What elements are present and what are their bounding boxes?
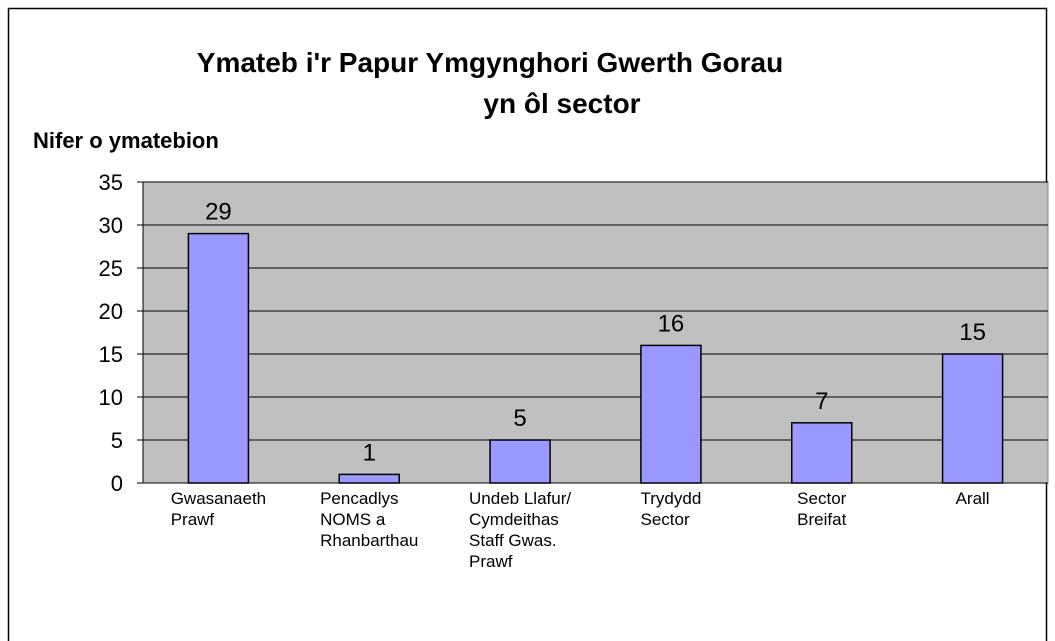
x-tick-label: Staff Gwas. (469, 531, 557, 550)
bar (187, 232, 250, 484)
y-tick-label: 10 (99, 385, 123, 410)
bar (338, 473, 400, 484)
chart-title: yn ôl sector (483, 88, 640, 119)
data-label: 7 (815, 388, 828, 415)
data-label: 16 (658, 310, 685, 337)
x-tick-label: Gwasanaeth (171, 489, 266, 508)
x-tick-label: Trydydd (641, 489, 702, 508)
x-tick-label: Prawf (171, 510, 215, 529)
x-tick-label: Pencadlys (320, 489, 398, 508)
y-tick-label: 15 (99, 342, 123, 367)
y-tick-label: 30 (99, 213, 123, 238)
y-tick-label: 35 (99, 170, 123, 195)
x-tick-label: Sector (641, 510, 690, 529)
x-tick-label: Prawf (469, 552, 513, 571)
y-tick-label: 0 (111, 471, 123, 496)
x-tick-label: Breifat (797, 510, 846, 529)
y-tick-label: 5 (111, 428, 123, 453)
x-tick-label: Rhanbarthau (320, 531, 418, 550)
bar (791, 422, 853, 484)
x-tick-label: Undeb Llafur/ (469, 489, 571, 508)
y-tick-label: 20 (99, 299, 123, 324)
y-tick-label: 25 (99, 256, 123, 281)
plot-area (142, 181, 1049, 484)
data-label: 1 (363, 439, 376, 466)
data-label: 5 (513, 405, 526, 432)
bar (489, 439, 551, 484)
bar (941, 353, 1004, 484)
chart-title: Ymateb i'r Papur Ymgynghori Gwerth Gorau (197, 47, 783, 78)
x-tick-label: Sector (797, 489, 846, 508)
x-tick-label: NOMS a (320, 510, 386, 529)
x-tick-label: Arall (956, 489, 990, 508)
data-label: 15 (959, 319, 986, 346)
data-label: 29 (205, 199, 232, 226)
y-axis-label: Nifer o ymatebion (33, 128, 219, 153)
x-tick-label: Cymdeithas (469, 510, 559, 529)
bar (640, 344, 702, 484)
